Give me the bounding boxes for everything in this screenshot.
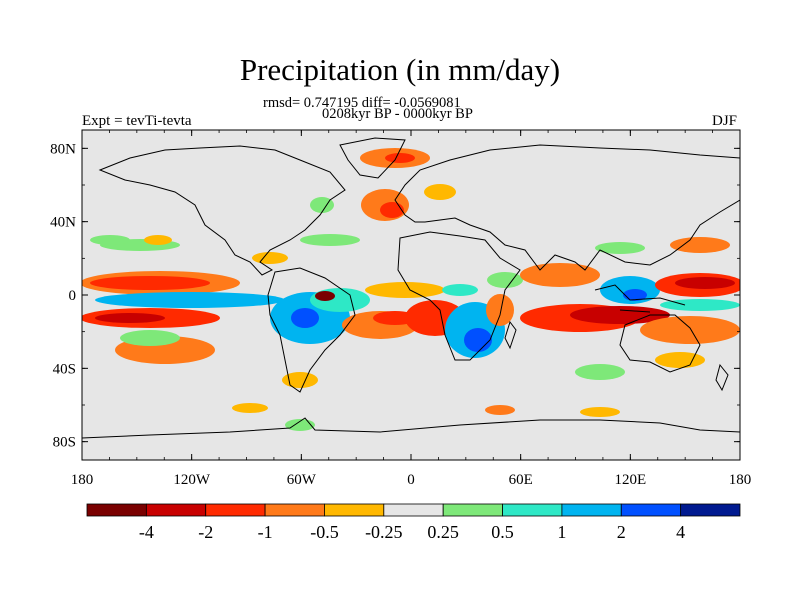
colorbar-label: -0.5 [310,522,339,542]
period-line: 0208kyr BP - 0000kyr BP [322,106,473,122]
coastline-madagascar [504,320,517,350]
anomaly-patch [232,403,268,413]
anomaly-patch [282,372,318,388]
plot-title: Precipitation (in mm/day) [239,52,561,87]
anomaly-patch [520,263,600,287]
anomaly-patch [623,289,647,301]
anomaly-patch [144,235,172,245]
coastline-antarctica [82,417,740,439]
anomaly-patch [575,364,625,380]
anomaly-patch [95,313,165,323]
anomaly-patch [675,277,735,289]
anomaly-patch [252,252,288,264]
colorbar-swatch [620,503,682,517]
lat-tick-label: 80N [50,141,76,157]
lat-tick-label: 80S [53,435,76,451]
anomaly-patch [300,234,360,246]
anomaly-patch [315,291,335,301]
colorbar-swatch [561,503,622,517]
anomaly-patch [291,308,319,328]
lon-tick-label: 120W [173,472,211,488]
experiment-label: Expt = tevTi-tevta [82,113,192,129]
anomaly-patch [424,184,456,200]
colorbar-swatch [205,503,266,517]
colorbar-label: -2 [198,522,213,542]
lon-tick-label: 120E [614,472,646,488]
anomaly-patch [385,153,415,163]
lon-tick-label: 180 [729,472,752,488]
colorbar-label: 1 [557,522,566,542]
colorbar-swatch [383,503,444,517]
colorbar-label: -4 [139,522,154,542]
colorbar-swatch [264,503,325,517]
lon-tick-label: 0 [407,472,415,488]
colorbar-swatch [324,503,385,517]
colorbar [86,503,741,517]
lat-tick-label: 0 [69,288,77,304]
anomaly-patch [442,284,478,296]
coastline-north-america [98,145,346,276]
colorbar-swatch [680,503,741,517]
coastline-south-america [267,267,356,393]
colorbar-label: 0.5 [491,522,514,542]
anomaly-patch [655,352,705,368]
colorbar-label: 2 [617,522,626,542]
colorbar-swatch [145,503,207,517]
anomaly-patch [570,306,670,324]
coastline-new-zealand [715,363,729,392]
coastline-eurasia [394,144,740,271]
anomaly-patch [310,197,334,213]
stats-line: rmsd= 0.747195 diff= -0.0569081 [263,95,461,111]
anomaly-patch [660,299,740,311]
coastline-greenland [339,137,406,179]
anomaly-patch [640,316,740,344]
lon-tick-label: 180 [71,472,94,488]
anomaly-patch [95,292,285,308]
anomaly-patch [580,407,620,417]
lat-tick-label: 40S [53,361,76,377]
anomaly-patch [487,272,523,288]
anomaly-patch [90,276,210,290]
anomaly-patch [486,294,514,326]
precipitation-anomaly-field [82,148,740,431]
anomaly-patch [464,328,492,352]
coastline-africa [397,231,521,361]
colorbar-swatch [442,503,503,517]
anomaly-patch [285,419,315,431]
anomaly-patch [595,242,645,254]
anomaly-patch [120,330,180,346]
colorbar-swatch [86,503,147,517]
coastline-maritime-continent [594,284,686,313]
colorbar-labels: -4 -2 -1 -0.5 -0.25 0.25 0.5 1 2 4 [139,522,685,542]
season-label: DJF [712,113,738,129]
lon-tick-label: 60W [287,472,317,488]
anomaly-patch [90,235,130,245]
anomaly-patch [380,202,404,218]
latitude-axis: 80N 40N 0 40S 80S [50,141,740,451]
colorbar-label: -0.25 [365,522,403,542]
longitude-axis: 180 120W 60W 0 60E 120E 180 [71,130,752,488]
colorbar-label: 0.25 [427,522,459,542]
anomaly-patch [485,405,515,415]
colorbar-swatch [502,503,563,517]
coastlines [82,137,740,439]
lon-tick-label: 60E [509,472,533,488]
anomaly-patch [365,282,445,298]
anomaly-patch [670,237,730,253]
coastline-australia [619,314,701,373]
colorbar-label: -1 [258,522,273,542]
lat-tick-label: 40N [50,215,76,231]
colorbar-label: 4 [676,522,685,542]
